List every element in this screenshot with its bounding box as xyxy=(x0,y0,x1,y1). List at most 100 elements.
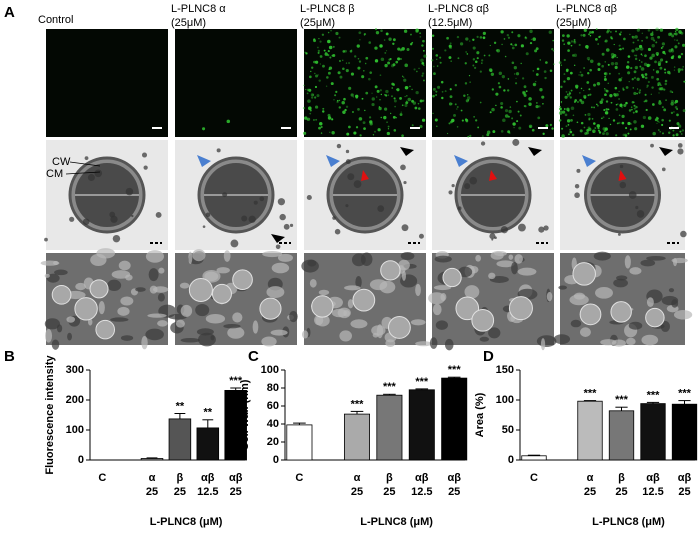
fluorescent-spot xyxy=(226,119,231,124)
debris xyxy=(222,192,228,198)
fluorescent-spot xyxy=(465,51,467,53)
fluorescent-spot xyxy=(331,118,334,121)
fluorescent-spot xyxy=(638,28,640,30)
debris xyxy=(576,168,581,173)
fluorescent-spot xyxy=(618,78,622,82)
fluorescent-spot xyxy=(643,62,648,66)
sem-texture xyxy=(646,297,654,307)
fluorescent-spot xyxy=(386,121,388,123)
fluorescent-spot xyxy=(633,54,636,57)
fluorescent-spot xyxy=(314,85,318,89)
fluorescent-spot xyxy=(587,126,591,130)
significance: *** xyxy=(678,388,692,400)
sem-texture xyxy=(309,278,317,288)
fluorescent-spot xyxy=(658,92,660,94)
fluorescent-spot xyxy=(509,106,512,108)
fluorescent-spot xyxy=(569,96,572,99)
fluorescent-spot xyxy=(482,36,486,40)
fluorescent-spot xyxy=(676,122,680,126)
fluorescent-spot xyxy=(566,119,571,123)
fluorescent-spot xyxy=(400,111,402,113)
fluorescent-spot xyxy=(605,89,609,93)
fluorescent-spot xyxy=(357,57,360,60)
sem-texture xyxy=(570,319,582,328)
fluorescent-spot xyxy=(481,135,484,138)
y-tick-label: 100 xyxy=(261,364,279,376)
fluorescent-spot xyxy=(345,105,349,108)
fluorescent-spot xyxy=(338,106,341,109)
fluorescent-spot xyxy=(325,85,328,87)
fluorescent-spot xyxy=(411,124,414,127)
fluorescent-spot xyxy=(472,64,475,67)
sem-cell xyxy=(211,283,232,304)
fluorescent-spot xyxy=(539,59,541,61)
fluorescent-spot xyxy=(202,127,206,131)
debris xyxy=(345,204,349,208)
fluorescent-spot xyxy=(481,62,483,64)
fluorescent-spot xyxy=(569,130,573,134)
fluorescent-spot xyxy=(622,133,626,137)
fluorescent-spot xyxy=(651,86,654,89)
fluorescent-spot xyxy=(306,117,311,121)
fluorescent-spot xyxy=(619,103,623,107)
x-axis-label: L-PLNC8 (μM) xyxy=(360,516,433,528)
fluorescent-spot xyxy=(602,127,606,131)
fluorescent-spot xyxy=(587,72,590,75)
fluorescent-spot xyxy=(531,128,535,132)
red-arrowhead xyxy=(489,170,497,181)
fluorescent-spot xyxy=(341,100,345,105)
fluorescent-spot xyxy=(630,123,632,125)
x-tick-dose: 25 xyxy=(146,486,158,498)
fluorescent-spot xyxy=(342,59,344,62)
fluorescent-spot xyxy=(511,31,514,34)
fluorescent-spot xyxy=(310,93,315,97)
fluorescent-spot xyxy=(587,94,590,97)
fluorescent-spot xyxy=(632,111,635,114)
fluorescent-spot xyxy=(512,44,514,47)
fluorescent-spot xyxy=(448,122,451,125)
fluorescent-spot xyxy=(603,129,606,133)
fluorescent-spot xyxy=(657,63,661,67)
sem-texture xyxy=(180,337,200,343)
fluorescent-spot xyxy=(621,121,625,125)
fluorescent-spot xyxy=(676,39,679,42)
fluorescent-spot xyxy=(417,102,420,105)
fluorescent-spot xyxy=(357,66,361,70)
x-tick-dose: 25 xyxy=(448,486,460,498)
fluorescent-spot xyxy=(411,88,413,91)
fluorescent-spot xyxy=(604,72,608,76)
fluorescent-spot xyxy=(433,72,436,76)
fluorescent-spot xyxy=(659,66,663,70)
fluorescent-spot xyxy=(605,132,609,136)
fluorescent-spot xyxy=(659,58,664,62)
fluorescent-spot xyxy=(307,106,312,111)
fluorescent-spot xyxy=(498,71,503,76)
fluorescent-spot xyxy=(450,60,452,62)
fluorescent-spot xyxy=(571,133,575,137)
column-title: (25μM) xyxy=(171,17,206,29)
debris xyxy=(216,148,221,153)
sem-cell xyxy=(51,284,72,305)
fluorescent-spot xyxy=(314,60,319,64)
sem-texture xyxy=(54,269,68,276)
fluorescent-spot xyxy=(389,112,392,115)
fluorescent-spot xyxy=(572,114,575,117)
fluorescent-spot xyxy=(646,84,649,87)
fluorescent-spot xyxy=(415,90,419,95)
y-axis-label: Cell wall (nm) xyxy=(239,379,251,450)
fluorescent-spot xyxy=(628,109,632,112)
fluorescent-spot xyxy=(317,46,319,49)
fluorescent-spot xyxy=(460,109,463,112)
fluorescent-spot xyxy=(661,106,664,109)
fluorescent-spot xyxy=(616,122,619,125)
fluorescent-spot xyxy=(641,73,644,77)
debris xyxy=(332,216,336,220)
fluorescent-spot xyxy=(632,41,635,44)
fluorescent-spot xyxy=(558,119,562,122)
fluorescent-spot xyxy=(435,94,438,96)
fluorescent-spot xyxy=(631,35,634,38)
x-tick-dose: 25 xyxy=(678,486,690,498)
fluorescent-spot xyxy=(314,72,316,75)
fluorescent-spot xyxy=(342,110,346,114)
fluorescent-spot xyxy=(372,134,375,136)
